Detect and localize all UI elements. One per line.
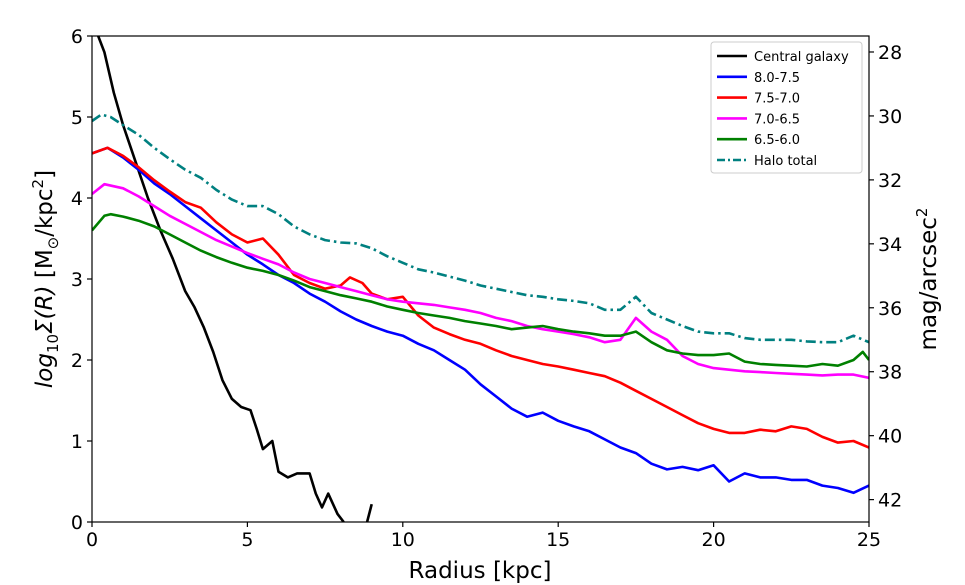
right-y-tick-label-34: 34 bbox=[878, 234, 902, 256]
x-tick-label-5: 5 bbox=[241, 529, 253, 551]
x-tick-label-15: 15 bbox=[546, 529, 570, 551]
legend: Central galaxy 8.0-7.5 7.5-7.0 7.0-6.5 6.5-6… bbox=[710, 41, 863, 174]
series-line-central-galaxy-tail bbox=[365, 503, 373, 522]
series-line-7-0-6-5 bbox=[92, 182, 869, 380]
legend-label-7-5-7-0: 7.5-7.0 bbox=[754, 92, 800, 107]
legend-label-6-5-6-0: 6.5-6.0 bbox=[754, 133, 800, 148]
right-y-tick-label-28: 28 bbox=[878, 42, 902, 64]
x-axis-title: Radius [kpc] bbox=[409, 558, 552, 584]
right-y-tick-label-38: 38 bbox=[878, 362, 902, 384]
y-tick-label-4: 4 bbox=[71, 188, 83, 210]
series-line-central-galaxy bbox=[96, 36, 345, 522]
y-tick-label-2: 2 bbox=[71, 350, 83, 372]
y-tick-label-1: 1 bbox=[71, 431, 83, 453]
x-tick-label-20: 20 bbox=[702, 529, 726, 551]
series-line-7-5-7-0 bbox=[92, 146, 869, 449]
y-axis-title-left: log10Σ(R) [M⊙/kpc2] bbox=[29, 170, 62, 388]
right-y-tick-label-42: 42 bbox=[878, 490, 902, 512]
legend-label-8-0-7-5: 8.0-7.5 bbox=[754, 71, 800, 86]
y-tick-label-0: 0 bbox=[71, 512, 83, 534]
x-tick-label-25: 25 bbox=[857, 529, 881, 551]
series-line-6-5-6-0 bbox=[92, 212, 869, 368]
series-line-8-0-7-5 bbox=[92, 146, 869, 495]
right-y-tick-label-40: 40 bbox=[878, 426, 902, 448]
legend-frame bbox=[710, 41, 863, 174]
y-tick-label-3: 3 bbox=[71, 269, 83, 291]
y-axis-title-right: mag/arcsec2 bbox=[913, 208, 942, 351]
right-y-tick-label-30: 30 bbox=[878, 106, 902, 128]
right-y-tick-label-32: 32 bbox=[878, 170, 902, 192]
y-tick-label-5: 5 bbox=[71, 107, 83, 129]
legend-label-halo-total: Halo total bbox=[754, 154, 817, 169]
legend-label-central-galaxy: Central galaxy bbox=[754, 50, 849, 65]
x-tick-label-10: 10 bbox=[391, 529, 415, 551]
right-y-tick-label-36: 36 bbox=[878, 298, 902, 320]
series-layer bbox=[92, 36, 869, 522]
legend-label-7-0-6-5: 7.0-6.5 bbox=[754, 112, 800, 127]
y-tick-label-6: 6 bbox=[71, 26, 83, 48]
x-tick-label-0: 0 bbox=[86, 529, 98, 551]
